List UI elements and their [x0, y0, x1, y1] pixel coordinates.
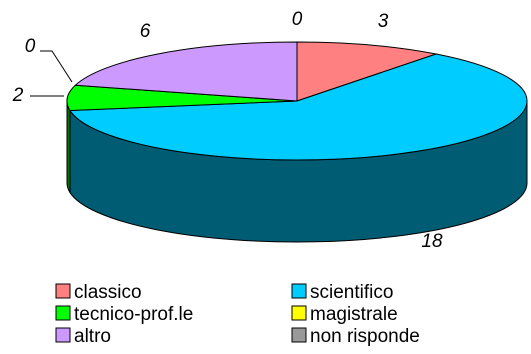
- data-label-magistrale: 0: [25, 36, 36, 57]
- legend-label-altro: altro: [74, 326, 111, 347]
- legend-item-magistrale: magistrale: [291, 304, 398, 325]
- legend-swatch-scientifico: [291, 283, 307, 299]
- legend-label-non-risponde: non risponde: [310, 326, 420, 347]
- data-label-altro: 6: [140, 21, 151, 42]
- pie-slice-classico: [296, 41, 439, 102]
- pie-slice-altro: [74, 41, 298, 102]
- legend-swatch-tecnico: [55, 305, 71, 321]
- legend-item-scientifico: scientifico: [291, 282, 393, 303]
- legend-label-scientifico: scientifico: [310, 282, 393, 303]
- legend-label-classico: classico: [74, 282, 142, 303]
- pie-top-layer: [66, 41, 528, 161]
- legend: classico scientifico tecnico-prof.le mag…: [55, 282, 420, 347]
- legend-swatch-altro: [55, 327, 71, 343]
- leader-line-magistrale: [40, 50, 73, 83]
- legend-label-tecnico: tecnico-prof.le: [74, 304, 193, 325]
- leader-lines: [30, 50, 73, 97]
- pie-slice-scientifico: [69, 53, 528, 161]
- pie-side-tecnico-prof-le: [66, 100, 71, 195]
- legend-item-tecnico: tecnico-prof.le: [55, 304, 193, 325]
- legend-item-classico: classico: [55, 282, 142, 303]
- data-label-classico: 3: [378, 11, 389, 32]
- legend-item-altro: altro: [55, 326, 111, 347]
- data-labels: 3 18 2 0 6 0: [12, 9, 443, 252]
- legend-swatch-non-risponde: [291, 327, 307, 343]
- data-label-tecnico: 2: [12, 85, 24, 106]
- data-label-scientifico: 18: [421, 231, 443, 252]
- legend-swatch-classico: [55, 283, 71, 299]
- legend-item-non-risponde: non risponde: [291, 326, 420, 347]
- legend-swatch-magistrale: [291, 305, 307, 321]
- legend-label-magistrale: magistrale: [310, 304, 398, 325]
- data-label-non-risponde: 0: [292, 9, 303, 30]
